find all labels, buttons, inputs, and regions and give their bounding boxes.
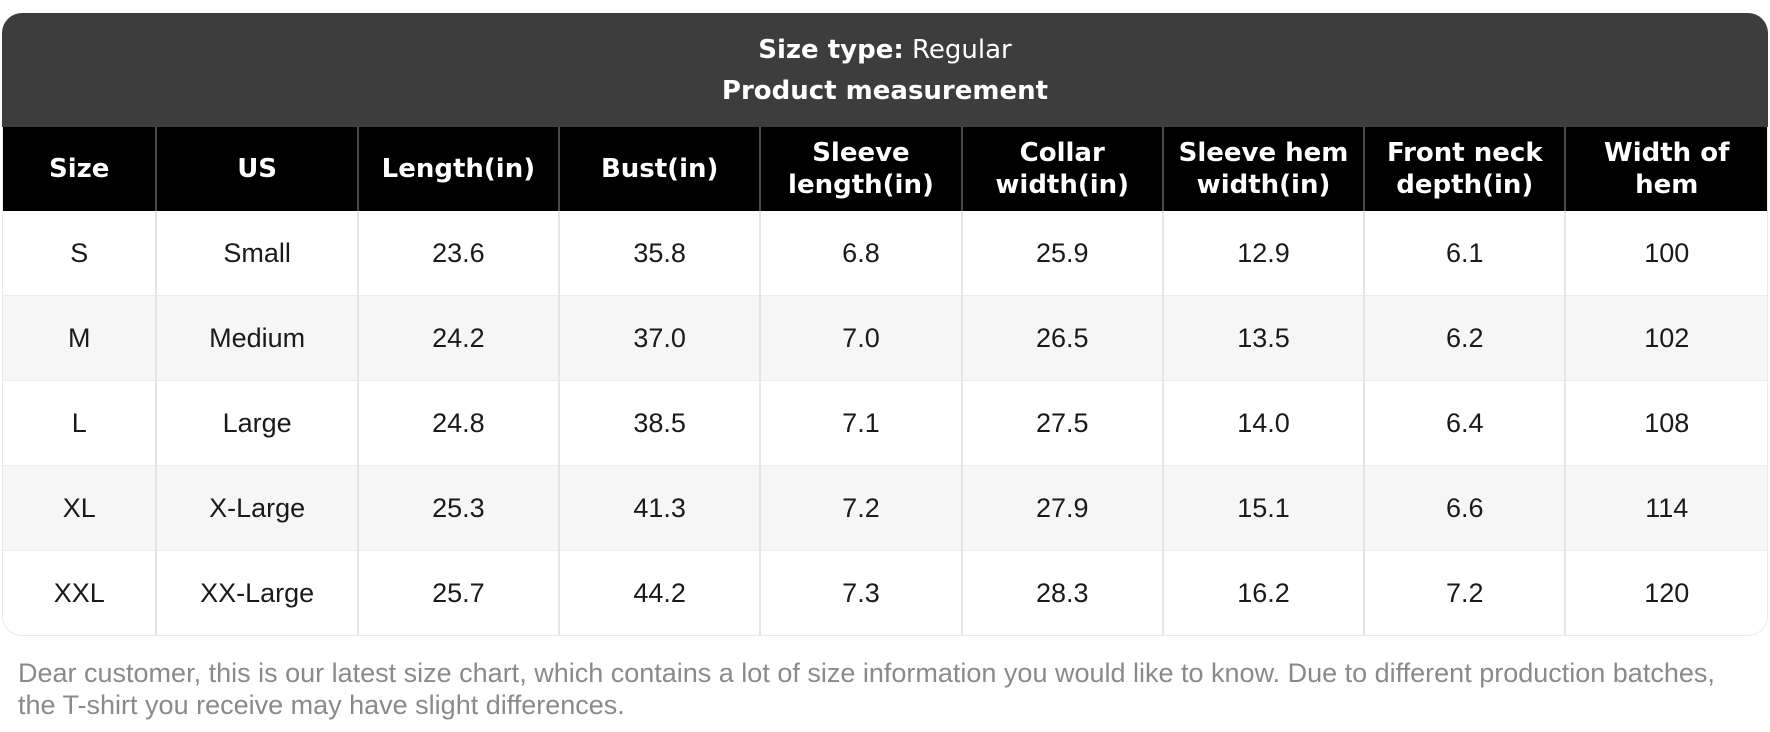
table-row-l: L Large 24.8 38.5 7.1 27.5 14.0 6.4 108	[3, 380, 1767, 466]
table-cell: 14.0	[1162, 380, 1366, 466]
table-row-s: S Small 23.6 35.8 6.8 25.9 12.9 6.1 100	[3, 211, 1767, 296]
table-cell: S	[3, 211, 158, 296]
table-cell: 7.2	[1364, 550, 1567, 635]
col-header-size: Size	[3, 127, 158, 211]
col-header-us: US	[156, 127, 359, 211]
table-cell: 24.8	[357, 380, 561, 466]
table-cell: 6.4	[1364, 380, 1567, 466]
table-cell: 37.0	[559, 295, 762, 381]
table-cell: M	[3, 295, 158, 381]
col-header-sleeve-hem-width: Sleeve hem width(in)	[1162, 127, 1366, 211]
col-header-collar-width: Collar width(in)	[961, 127, 1164, 211]
table-cell: 41.3	[559, 465, 762, 551]
table-cell: 120	[1565, 550, 1767, 635]
size-table-wrapper: Size US Length(in) Bust(in) Sleeve lengt…	[2, 127, 1768, 636]
table-cell: 13.5	[1162, 295, 1366, 381]
table-cell: 100	[1565, 211, 1767, 296]
table-cell: 114	[1565, 465, 1767, 551]
table-cell: 25.9	[961, 211, 1164, 296]
table-header-row: Size US Length(in) Bust(in) Sleeve lengt…	[3, 127, 1767, 211]
table-cell: 102	[1565, 295, 1767, 381]
table-cell: 16.2	[1162, 550, 1366, 635]
table-cell: 7.3	[760, 550, 963, 635]
size-chart: Size type: Regular Product measurement S…	[2, 13, 1768, 636]
table-cell: Large	[156, 380, 359, 466]
col-header-length: Length(in)	[357, 127, 561, 211]
col-header-width-of-hem: Width of hem	[1565, 127, 1767, 211]
table-cell: 7.0	[760, 295, 963, 381]
table-cell: 6.8	[760, 211, 963, 296]
table-cell: 6.2	[1364, 295, 1567, 381]
table-cell: 108	[1565, 380, 1767, 466]
table-cell: Medium	[156, 295, 359, 381]
table-cell: 6.1	[1364, 211, 1567, 296]
table-cell: 25.3	[357, 465, 561, 551]
table-cell: 7.2	[760, 465, 963, 551]
col-header-sleeve-length: Sleeve length(in)	[760, 127, 963, 211]
table-cell: XXL	[3, 550, 158, 635]
table-cell: 28.3	[961, 550, 1164, 635]
table-row-m: M Medium 24.2 37.0 7.0 26.5 13.5 6.2 102	[3, 295, 1767, 381]
table-cell: 35.8	[559, 211, 762, 296]
col-header-bust: Bust(in)	[559, 127, 762, 211]
table-row-xxl: XXL XX-Large 25.7 44.2 7.3 28.3 16.2 7.2…	[3, 550, 1767, 635]
table-cell: 25.7	[357, 550, 561, 635]
table-cell: 23.6	[357, 211, 561, 296]
table-cell: 15.1	[1162, 465, 1366, 551]
size-type-label: Size type:	[758, 34, 904, 65]
table-cell: 7.1	[760, 380, 963, 466]
product-measurement-title: Product measurement	[721, 75, 1049, 106]
table-cell: XL	[3, 465, 158, 551]
size-type-bar: Size type: Regular Product measurement	[2, 13, 1768, 127]
table-cell: 26.5	[961, 295, 1164, 381]
size-type-value: Regular	[912, 34, 1012, 65]
table-cell: X-Large	[156, 465, 359, 551]
table-cell: 27.9	[961, 465, 1164, 551]
table-cell: 38.5	[559, 380, 762, 466]
table-cell: L	[3, 380, 158, 466]
size-table: Size US Length(in) Bust(in) Sleeve lengt…	[3, 127, 1767, 635]
size-type-line: Size type: Regular	[758, 37, 1011, 63]
table-cell: 27.5	[961, 380, 1164, 466]
table-cell: 6.6	[1364, 465, 1567, 551]
table-cell: 24.2	[357, 295, 561, 381]
table-row-xl: XL X-Large 25.3 41.3 7.2 27.9 15.1 6.6 1…	[3, 465, 1767, 551]
table-cell: XX-Large	[156, 550, 359, 635]
table-cell: 12.9	[1162, 211, 1366, 296]
table-cell: Small	[156, 211, 359, 296]
col-header-front-neck-depth: Front neck depth(in)	[1364, 127, 1567, 211]
table-cell: 44.2	[559, 550, 762, 635]
note-text: Dear customer, this is our latest size c…	[18, 658, 1715, 721]
